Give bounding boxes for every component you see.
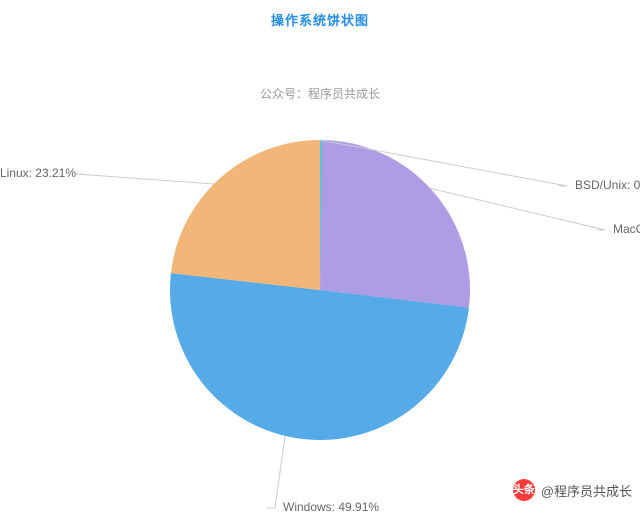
watermark: 头条 @程序员共成长 [513,479,632,501]
chart-subtitle: 公众号：程序员共成长 [0,85,640,102]
slice-label-windows: Windows: 49.91% [283,500,379,514]
watermark-text: @程序员共成长 [541,481,632,500]
slice-label-bsd-unix: BSD/Unix: 0.2% [575,178,640,192]
pie-slice-macos [320,140,470,308]
slice-label-linux: Linux: 23.21% [0,166,76,180]
chart-title: 操作系统饼状图 [0,0,640,29]
slice-label-macos: MacOS: 26.68% [613,222,640,236]
pie-slice-linux [171,140,320,290]
watermark-badge: 头条 [513,479,535,501]
pie-chart: BSD/Unix: 0.2%MacOS: 26.68%Windows: 49.9… [170,140,470,440]
